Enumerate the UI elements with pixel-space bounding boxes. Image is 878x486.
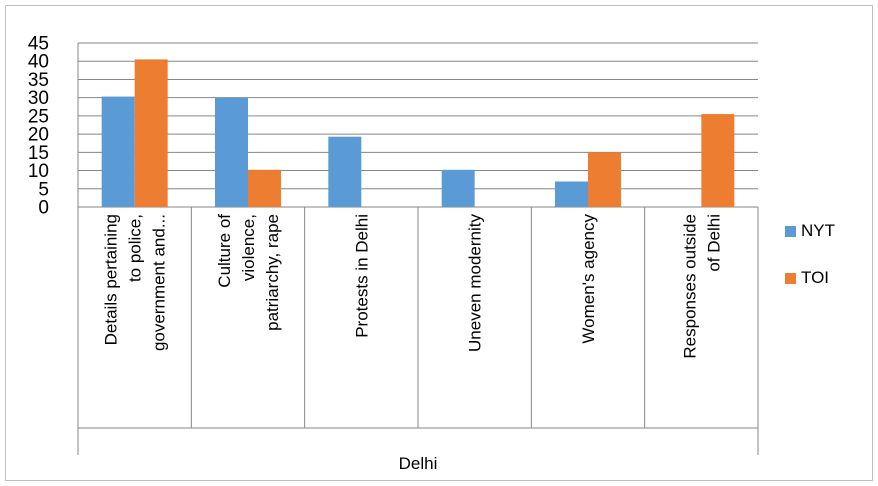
category-label-line: Women's agency bbox=[579, 214, 598, 344]
bar-nyt-2 bbox=[328, 136, 362, 207]
bar-toi-0 bbox=[134, 59, 168, 208]
category-label-line: to police, bbox=[126, 214, 145, 282]
y-tick-label: 0 bbox=[38, 198, 49, 219]
y-tick-label: 30 bbox=[28, 88, 49, 109]
category-label-4: Women's agency bbox=[579, 214, 598, 344]
y-tick-label: 35 bbox=[28, 70, 49, 91]
axes bbox=[77, 43, 759, 455]
gridlines bbox=[78, 42, 758, 208]
category-label-line: Culture of bbox=[215, 214, 234, 288]
category-label-line: of Delhi bbox=[704, 214, 723, 272]
y-tick-label: 20 bbox=[28, 125, 49, 146]
y-tick-label: 5 bbox=[38, 179, 49, 200]
legend-swatch bbox=[785, 225, 796, 237]
bar-nyt-1 bbox=[215, 97, 248, 207]
category-label-line: Uneven modernity bbox=[466, 214, 485, 352]
category-label-line: government and... bbox=[150, 214, 169, 351]
category-label-0: Details pertaining to police, government a… bbox=[102, 214, 169, 351]
legend-swatch bbox=[785, 272, 796, 284]
category-label-2: Protests in Delhi bbox=[352, 214, 371, 338]
legend-item-toi: TOI bbox=[785, 267, 835, 289]
legend-label: NYT bbox=[801, 221, 835, 240]
y-tick-label: 15 bbox=[28, 143, 49, 164]
y-tick-label: 10 bbox=[28, 161, 49, 182]
category-label-line: Protests in Delhi bbox=[352, 214, 371, 338]
category-label-line: patriarchy, rape bbox=[263, 214, 282, 331]
legend-label: TOI bbox=[801, 268, 830, 287]
legend-item-nyt: NYT bbox=[785, 220, 835, 242]
x-axis-group-label: Delhi bbox=[399, 454, 438, 473]
category-label-3: Uneven modernity bbox=[466, 214, 485, 352]
bar-nyt-0 bbox=[101, 96, 135, 207]
category-labels: Details pertaining to police, government a… bbox=[102, 214, 724, 359]
legend: NYT TOI bbox=[785, 220, 835, 314]
bars bbox=[101, 59, 735, 208]
bar-toi-4 bbox=[588, 152, 621, 207]
category-label-line: violence, bbox=[239, 214, 258, 281]
bar-toi-5 bbox=[701, 114, 735, 207]
y-tick-label: 45 bbox=[28, 34, 49, 55]
category-label-1: Culture of violence, patriarchy, rape bbox=[215, 214, 282, 331]
y-tick-label: 40 bbox=[28, 52, 49, 73]
category-label-line: Responses outside bbox=[680, 214, 699, 359]
bar-toi-1 bbox=[248, 169, 281, 207]
category-label-5: Responses outside of Delhi bbox=[680, 214, 723, 359]
bar-nyt-3 bbox=[441, 169, 475, 207]
y-tick-label: 25 bbox=[28, 106, 49, 127]
bar-nyt-4 bbox=[555, 181, 588, 207]
category-label-line: Details pertaining bbox=[102, 214, 121, 345]
